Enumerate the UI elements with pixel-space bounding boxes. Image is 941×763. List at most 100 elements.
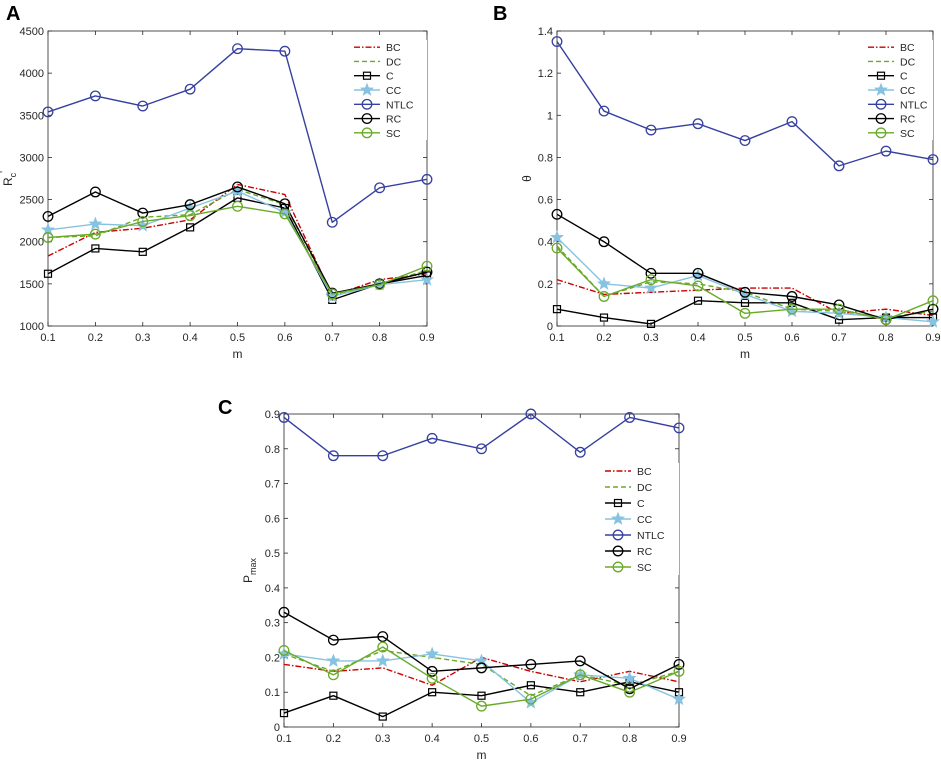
panel-a-x-tick-label: 0.6	[277, 332, 292, 344]
panel-b-series-c-point	[693, 296, 703, 305]
panel-a-series-ntlc	[42, 43, 433, 228]
panel-a-series-sc-point	[42, 232, 54, 243]
panel-b-series-cc-point	[644, 280, 658, 295]
panel-c-series-ntlc-point	[426, 432, 438, 444]
panel-a-series-sc-point	[421, 260, 433, 272]
panel-c-legend-label-rc: RC	[637, 546, 653, 558]
panel-b-series-ntlc-point	[645, 124, 657, 136]
panel-b-x-tick-label: 0.1	[549, 332, 564, 344]
panel-b-y-tick-label: 1.2	[538, 68, 553, 80]
panel-c-x-tick-label: 0.2	[326, 733, 341, 745]
panel-b-series-ntlc-point	[551, 36, 563, 47]
panel-a-series-ntlc-point	[89, 90, 101, 102]
panel-c-series-ntlc-point	[574, 446, 586, 458]
panel-a-series-ntlc-point	[421, 173, 433, 185]
panel-c-y-axis-label-sub: max	[248, 557, 258, 575]
panel-c-series-ntlc-line	[283, 413, 680, 457]
panel-a-series-rc-point	[184, 199, 196, 211]
panel-b-legend-label-bc: BC	[900, 42, 915, 54]
panel-a-series-ntlc-point	[184, 83, 196, 95]
panel-b-x-tick-label: 0.7	[831, 332, 846, 344]
panel-b-series-ntlc-point	[598, 105, 610, 117]
panel-b-y-tick-label: 0.6	[538, 195, 553, 207]
panel-b-series-rc-point	[551, 208, 563, 220]
panel-a-legend-label-rc: RC	[386, 114, 402, 126]
panel-a-series-sc-point	[89, 228, 101, 240]
panel-b-series-rc-point	[739, 286, 751, 298]
panel-c-series-ntlc-point	[525, 408, 537, 420]
panel-c-series-c-point	[477, 691, 486, 700]
panel-b-series-cc-point	[597, 276, 611, 290]
panel-a-legend-label-cc: CC	[386, 85, 402, 97]
panel-c-series-rc-point	[327, 634, 339, 646]
panel-c-series-ntlc-point	[624, 412, 636, 423]
panel-a-x-tick-label: 0.1	[40, 332, 55, 344]
panel-a-series-sc-point	[232, 200, 243, 212]
panel-a-x-tick-label: 0.5	[230, 332, 245, 344]
panel-a-series-c-point	[186, 223, 195, 232]
panel-b-x-axis-label: m	[740, 347, 750, 361]
panel-c-series-cc-point	[375, 653, 390, 667]
panel-c-series-sc-line	[283, 646, 680, 707]
panel-a-legend-marker-c	[362, 71, 372, 80]
panel-a-y-tick-label: 1000	[20, 321, 44, 333]
panel-a-legend-marker-ntlc	[361, 98, 373, 110]
panel-a-series-dc	[47, 188, 428, 296]
panel-c-legend-marker-ntlc	[612, 529, 624, 541]
panel-c-legend-label-dc: DC	[637, 482, 653, 494]
panel-b-series-ntlc	[551, 36, 939, 172]
panel-b-series-sc-point	[927, 295, 939, 307]
panel-b-letter: B	[493, 3, 507, 25]
panel-a-legend-label-ntlc: NTLC	[386, 99, 414, 111]
panel-c-series-ntlc-point	[377, 450, 389, 462]
panel-a-x-tick-label: 0.8	[372, 332, 387, 344]
panel-c-series-sc-point	[673, 665, 685, 677]
panel-b-legend-marker-sc	[875, 127, 887, 139]
panel-c-y-axis-label: Pmax	[241, 557, 258, 583]
panel-a-y-tick-label: 4000	[20, 68, 44, 80]
panel-c-y-tick-label: 0.2	[265, 652, 280, 664]
panel-c-x-tick-label: 0.7	[573, 733, 588, 745]
panel-a-series-rc-point	[421, 266, 433, 278]
panel-c-x-tick-label: 0.8	[622, 733, 637, 745]
panel-c-series-c-point	[378, 712, 387, 721]
panel-c-y-tick-label: 0.4	[265, 583, 280, 595]
panel-c-series-sc-point	[426, 672, 438, 684]
panel-a-series-sc-point	[326, 288, 338, 300]
panel-c-legend-marker-cc	[611, 511, 625, 525]
panel-c-x-tick-label: 0.6	[523, 733, 538, 745]
panel-a-series-cc-point	[88, 216, 103, 230]
panel-b-series-ntlc-point	[786, 116, 798, 128]
panel-a-y-tick-label: 3500	[20, 110, 44, 122]
panel-b-y-tick-label: 1	[547, 110, 553, 122]
panel-c-series-ntlc-point	[673, 422, 685, 434]
panel-a-x-axis-label: m	[233, 347, 243, 361]
panel-b-series-rc	[551, 208, 939, 326]
panel-b-legend-label-rc: RC	[900, 114, 916, 126]
panel-c-y-tick-label: 0	[274, 722, 280, 734]
panel-a-y-tick-label: 4500	[20, 26, 44, 38]
panel-a-legend-label-dc: DC	[386, 56, 402, 68]
panel-b-series-ntlc-point	[927, 154, 939, 165]
panel-a-y-axis-label-main: R	[1, 177, 15, 186]
panel-a-series-sc-point	[137, 216, 149, 227]
panel-c-y-tick-label: 0.7	[265, 479, 280, 491]
panel-a: A 0.1 0.2 0.3 0.4 0.5 0.6 0.7 0.8 0.9 1000 1500 2000…	[0, 3, 435, 361]
panel-c-series-sc	[278, 641, 685, 712]
panel-c-series-rc-point	[624, 683, 636, 695]
panel-c-series-rc-line	[283, 611, 680, 690]
panel-a-series-rc-point	[137, 207, 149, 219]
panel-c-series-c-point	[279, 708, 289, 718]
panel-b-y-axis-label: θ	[520, 175, 534, 182]
panel-b-series-c-point	[646, 319, 656, 328]
panel-c-series-cc	[277, 646, 686, 709]
panel-c-series-ntlc	[278, 408, 685, 462]
panel-b: B 0.1 0.2 0.3 0.4 0.5 0.6 0.7 0.8 0.9 0 0.2 0.4 0.6 0.…	[493, 3, 941, 361]
panel-a-legend-marker-rc	[361, 113, 373, 125]
panel-c-x-tick-label: 0.5	[474, 733, 489, 745]
panel-b-series-bc-line	[556, 278, 934, 317]
panel-c-series-c	[279, 677, 684, 721]
panel-b-series-rc-point	[645, 267, 657, 279]
panel-b-series-sc	[551, 242, 939, 326]
